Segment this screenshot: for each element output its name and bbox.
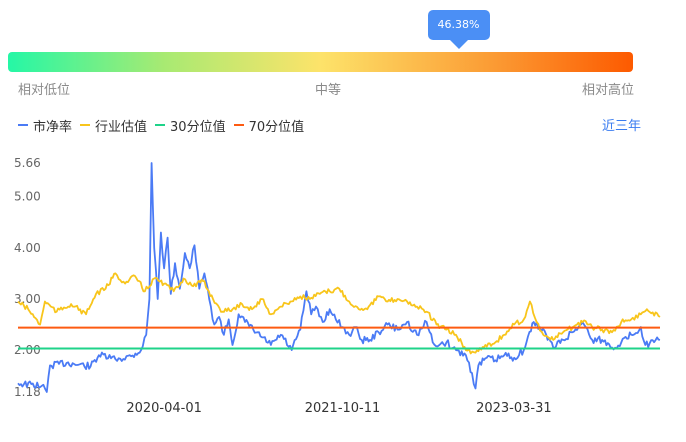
legend-swatch-pb bbox=[18, 124, 28, 126]
legend-label-pb: 市净率 bbox=[33, 119, 73, 135]
legend-item-p30[interactable]: 30分位值 bbox=[155, 116, 226, 135]
low-position-label: 相对低位 bbox=[18, 83, 71, 98]
legend-swatch-industry bbox=[80, 124, 91, 126]
legend-label-p30: 30分位值 bbox=[170, 119, 226, 135]
legend-label-industry: 行业估值 bbox=[95, 119, 148, 135]
y-tick-label: 2.00 bbox=[14, 343, 41, 357]
legend-item-industry[interactable]: 行业估值 bbox=[80, 116, 147, 135]
y-tick-label: 5.00 bbox=[14, 190, 41, 204]
mid-position-label: 中等 bbox=[315, 83, 342, 98]
percentile-tooltip: 46.38% bbox=[427, 10, 490, 40]
percentile-gradient-bar bbox=[8, 52, 633, 72]
x-tick-label: 2020-04-01 bbox=[126, 401, 202, 416]
series-line-pb bbox=[17, 162, 661, 393]
y-tick-label: 5.66 bbox=[14, 156, 41, 170]
x-tick-label: 2023-03-31 bbox=[476, 401, 552, 416]
high-position-label: 相对高位 bbox=[582, 83, 635, 98]
series-line-industry bbox=[17, 272, 661, 355]
y-tick-label: 4.00 bbox=[14, 241, 41, 255]
time-range-button[interactable]: 近三年 bbox=[601, 119, 641, 134]
x-tick-label: 2021-10-11 bbox=[305, 401, 381, 416]
legend-swatch-p30 bbox=[155, 124, 166, 126]
percentile-value: 46.38% bbox=[437, 18, 480, 31]
legend-swatch-p70 bbox=[233, 124, 244, 126]
legend-item-pb[interactable]: 市净率 bbox=[18, 116, 72, 135]
tooltip-pointer-icon bbox=[449, 40, 468, 49]
y-tick-label: 1.18 bbox=[14, 385, 41, 399]
legend-label-p70: 70分位值 bbox=[248, 119, 305, 135]
y-tick-label: 3.00 bbox=[14, 292, 41, 306]
pb-history-chart: 1.18 2.00 3.00 4.00 5.00 5.66 2020-04-01 2021-1… bbox=[14, 156, 661, 416]
valuation-gauge: 46.38% 相对低位 中等 相对高位 bbox=[0, 0, 686, 100]
chart-legend: 市净率 行业估值 30分位值 70分位值 bbox=[18, 115, 312, 135]
legend-item-p70[interactable]: 70分位值 bbox=[233, 116, 305, 135]
